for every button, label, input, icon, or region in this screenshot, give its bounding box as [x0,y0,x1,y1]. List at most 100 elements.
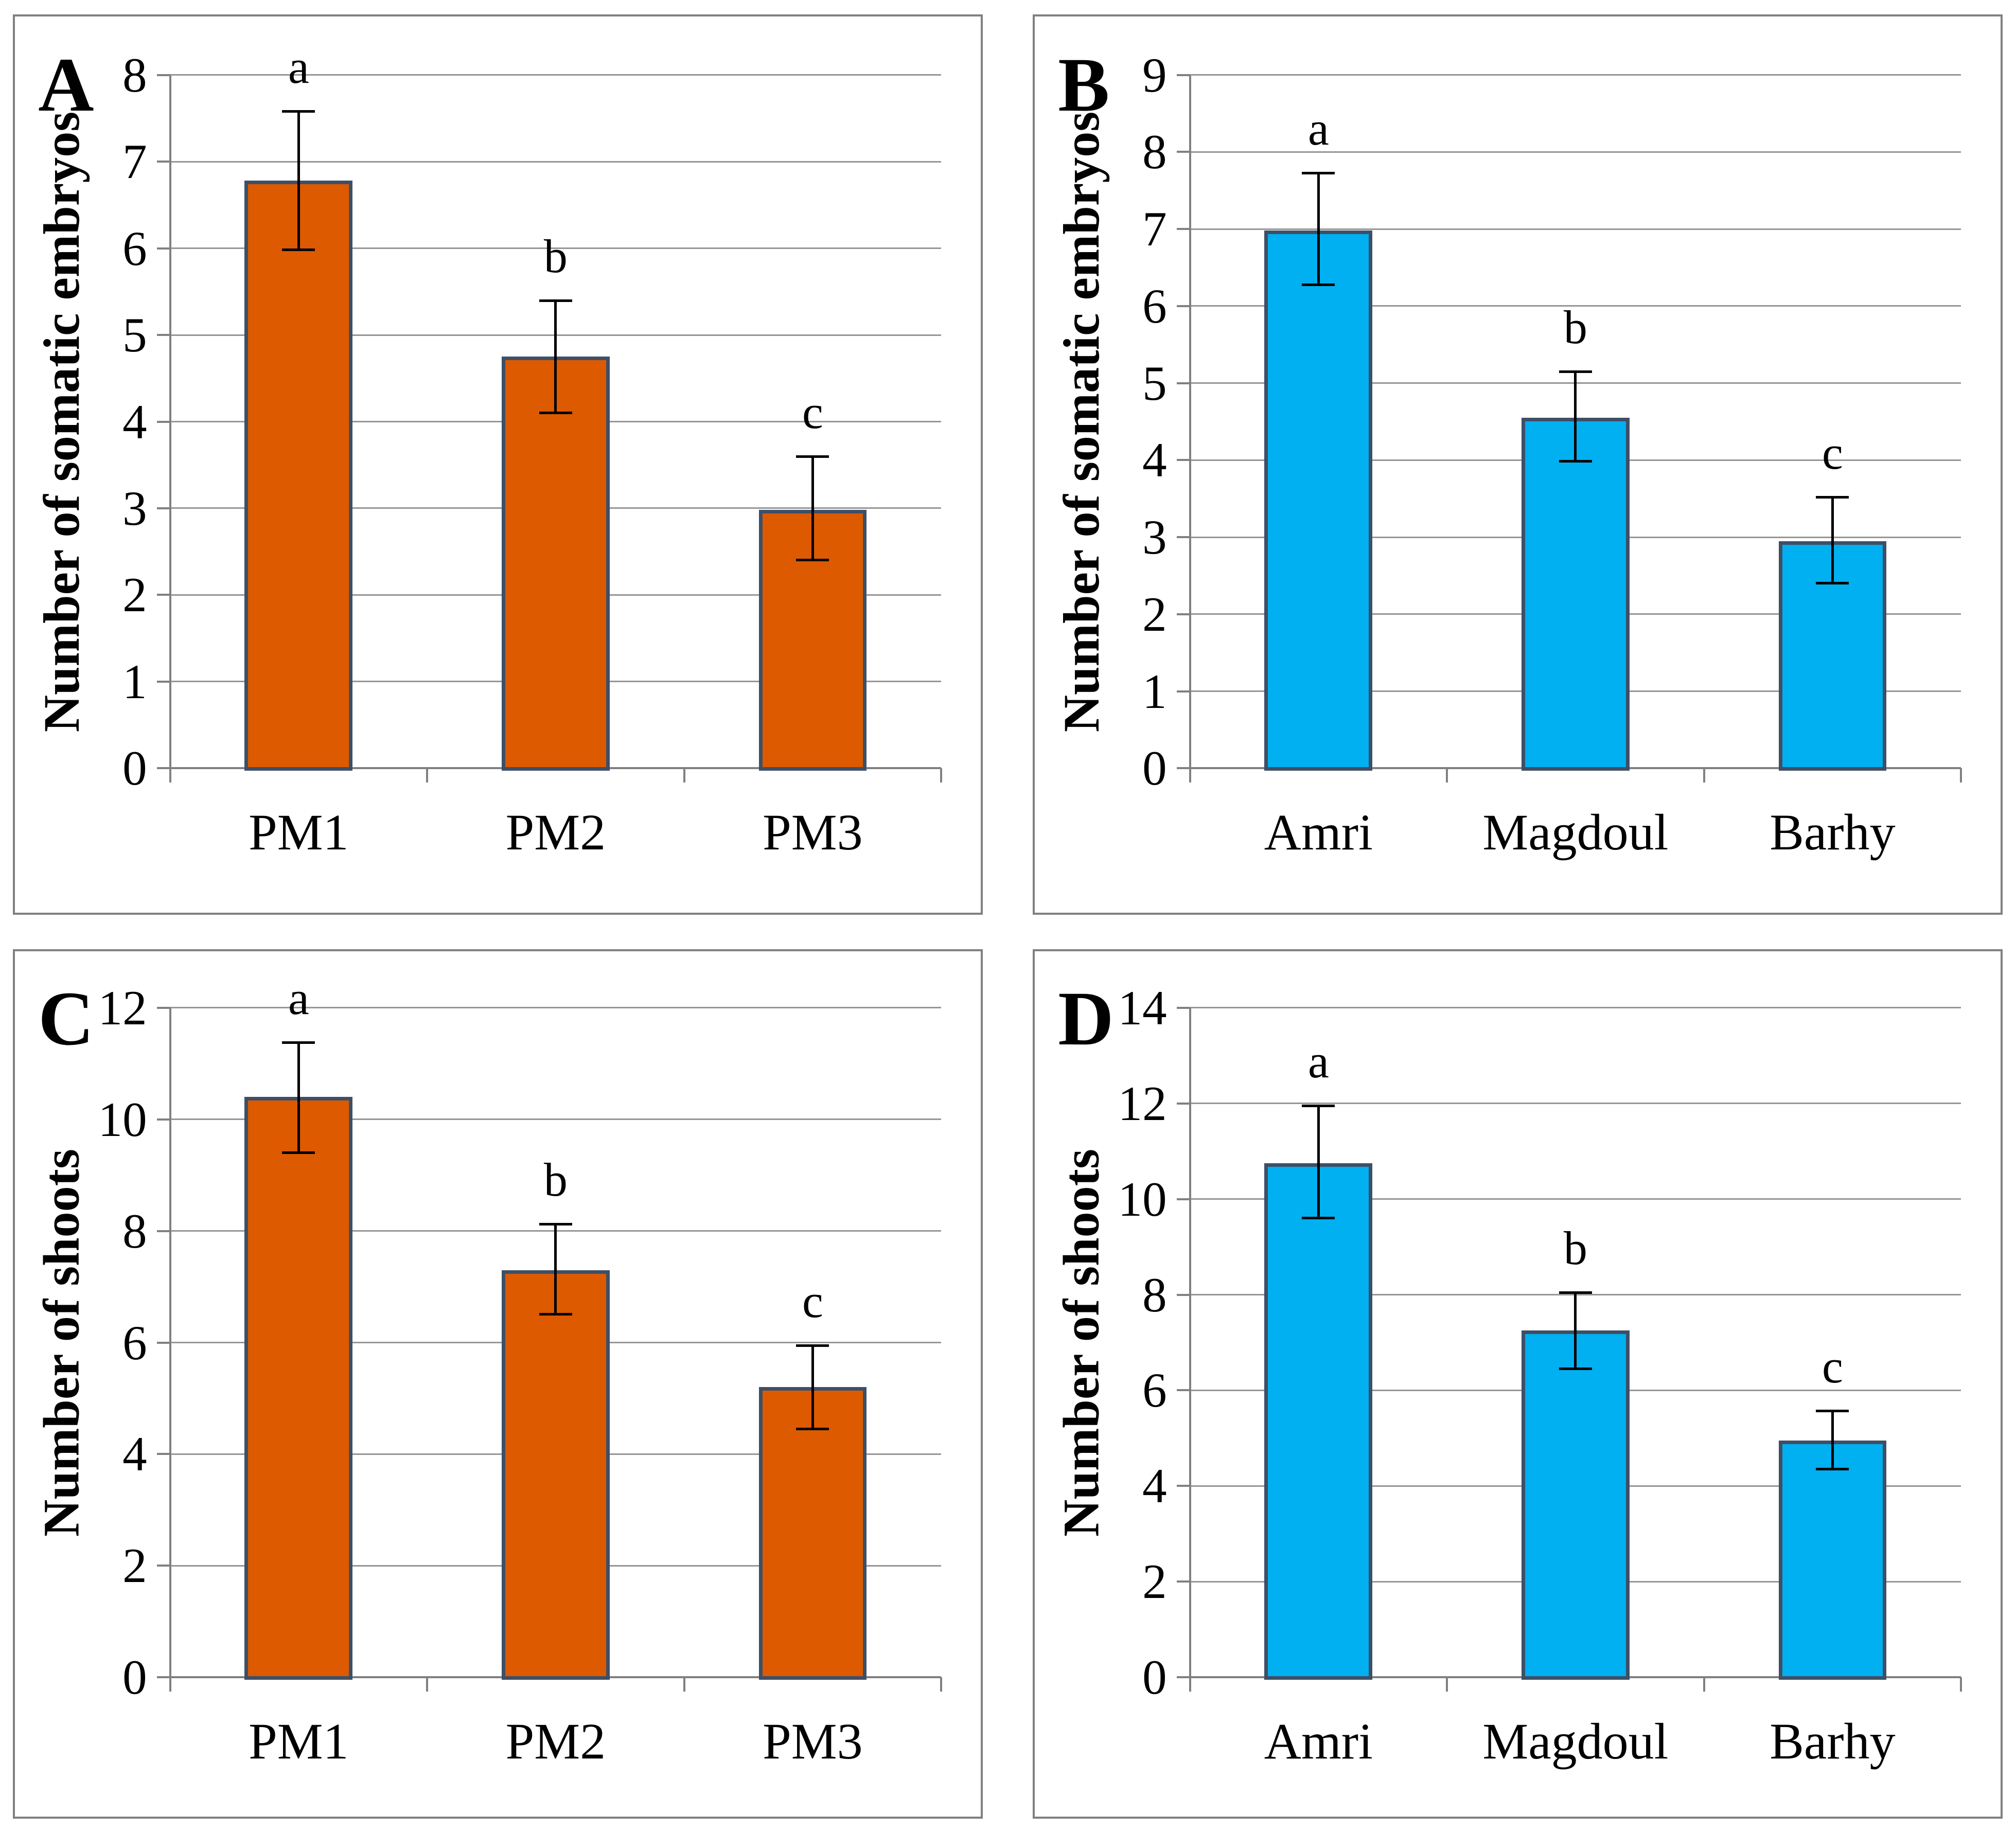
sig-letter-pm2: b [543,229,568,282]
y-tick-mark-0 [1176,767,1190,770]
error-bar-cap-bottom-pm2 [539,411,572,414]
x-tick-mark-1 [1446,1677,1448,1692]
x-tick-label-pm3: PM3 [763,804,863,861]
y-tick-label-14: 14 [1118,980,1167,1035]
y-tick-mark-3 [1176,536,1190,539]
y-tick-label-4: 4 [122,1427,147,1482]
y-tick-label-1: 1 [1142,664,1167,719]
y-tick-mark-6 [156,247,170,250]
x-tick-mark-3 [1960,768,1962,783]
y-tick-mark-7 [1176,228,1190,230]
y-tick-label-2: 2 [122,1538,147,1593]
x-tick-label-magdoul: Magdoul [1482,1713,1669,1770]
sig-letter-magdoul: b [1563,1221,1587,1274]
error-bar-cap-bottom-pm1 [282,248,315,251]
sig-letter-amri: a [1307,1035,1329,1088]
y-tick-label-6: 6 [122,221,147,276]
y-axis-line [1189,1007,1191,1692]
y-tick-label-10: 10 [1118,1171,1167,1227]
sig-letter-barhy: c [1822,1340,1843,1393]
y-tick-mark-5 [156,334,170,336]
y-tick-mark-3 [156,507,170,509]
y-tick-mark-0 [156,1676,170,1679]
error-bar-line-amri [1317,172,1320,286]
x-tick-mark-2 [683,768,685,783]
sig-letter-pm1: a [288,972,309,1025]
y-tick-label-0: 0 [1142,741,1167,796]
bar-pm1 [244,1097,353,1680]
y-tick-label-0: 0 [122,1650,147,1705]
bar-magdoul [1521,418,1630,771]
y-tick-label-5: 5 [122,308,147,363]
gridline-y10 [170,1118,942,1121]
sig-letter-barhy: c [1822,427,1843,479]
y-tick-mark-8 [1176,151,1190,153]
bar-pm2 [501,357,610,771]
y-tick-mark-2 [1176,1580,1190,1583]
error-bar-line-pm2 [554,300,557,413]
y-tick-label-9: 9 [1142,47,1167,102]
gridline-y7 [170,161,942,163]
gridline-y10 [1190,1198,1961,1200]
y-tick-label-6: 6 [1142,278,1167,333]
y-tick-mark-2 [1176,613,1190,615]
error-bar-cap-top-pm3 [796,1344,829,1347]
sig-letter-magdoul: b [1563,301,1587,354]
bar-magdoul [1521,1330,1630,1680]
error-bar-cap-bottom-magdoul [1559,460,1592,463]
y-tick-mark-12 [1176,1102,1190,1105]
y-tick-mark-1 [1176,690,1190,692]
panel-d: D Number of shoots 0 2 4 6 8 10 12 14 a Amri b Magdou… [1033,949,2003,1819]
x-tick-mark-0 [169,768,171,783]
error-bar-cap-top-pm1 [282,110,315,113]
y-tick-mark-10 [1176,1198,1190,1200]
y-tick-label-12: 12 [98,980,147,1035]
panel-letter-d: D [1058,975,1114,1061]
x-tick-label-pm2: PM2 [505,804,606,861]
y-axis-line [1189,75,1191,783]
x-tick-label-magdoul: Magdoul [1482,804,1669,861]
y-tick-mark-4 [1176,459,1190,461]
y-tick-label-6: 6 [1142,1363,1167,1418]
sig-letter-amri: a [1307,102,1329,155]
error-bar-line-pm2 [554,1223,557,1315]
error-bar-cap-bottom-pm2 [539,1313,572,1316]
x-tick-label-amri: Amri [1264,804,1373,861]
y-tick-label-2: 2 [1142,587,1167,642]
x-tick-label-pm3: PM3 [763,1713,863,1770]
y-tick-mark-8 [1176,1293,1190,1296]
y-tick-label-6: 6 [122,1315,147,1370]
gridline-y12 [1190,1103,1961,1105]
x-tick-mark-0 [1189,1677,1191,1692]
error-bar-cap-top-pm3 [796,455,829,458]
x-tick-mark-1 [426,1677,429,1692]
y-tick-mark-2 [156,1565,170,1567]
error-bar-cap-bottom-pm3 [796,1427,829,1430]
x-tick-mark-2 [683,1677,685,1692]
y-axis-line [169,1007,171,1692]
y-tick-mark-10 [156,1118,170,1121]
error-bar-line-pm3 [811,1345,814,1429]
y-tick-label-4: 4 [1142,433,1167,488]
error-bar-line-barhy [1831,1411,1834,1469]
y-tick-mark-4 [1176,1485,1190,1487]
y-tick-label-8: 8 [122,1203,147,1258]
error-bar-line-pm1 [297,1042,300,1153]
y-tick-mark-8 [156,1230,170,1232]
error-bar-cap-top-pm2 [539,299,572,302]
panel-b: B Number of somatic embryos 0 1 2 3 4 5 6 7 8 9 a Amr… [1033,14,2003,915]
y-tick-mark-5 [1176,382,1190,384]
x-tick-mark-2 [1703,768,1705,783]
panel-letter-a: A [38,42,94,128]
error-bar-cap-bottom-pm3 [796,559,829,561]
gridline-y9 [1190,74,1961,76]
error-bar-cap-bottom-barhy [1816,581,1849,584]
y-tick-mark-4 [156,420,170,423]
y-tick-mark-6 [1176,1389,1190,1392]
y-tick-label-7: 7 [122,134,147,189]
panel-c: C Number of shoots 0 2 4 6 8 10 12 a PM1 b PM2 c PM3 [13,949,983,1819]
y-tick-label-4: 4 [122,394,147,449]
gridline-y8 [170,74,942,76]
error-bar-cap-top-pm1 [282,1041,315,1044]
